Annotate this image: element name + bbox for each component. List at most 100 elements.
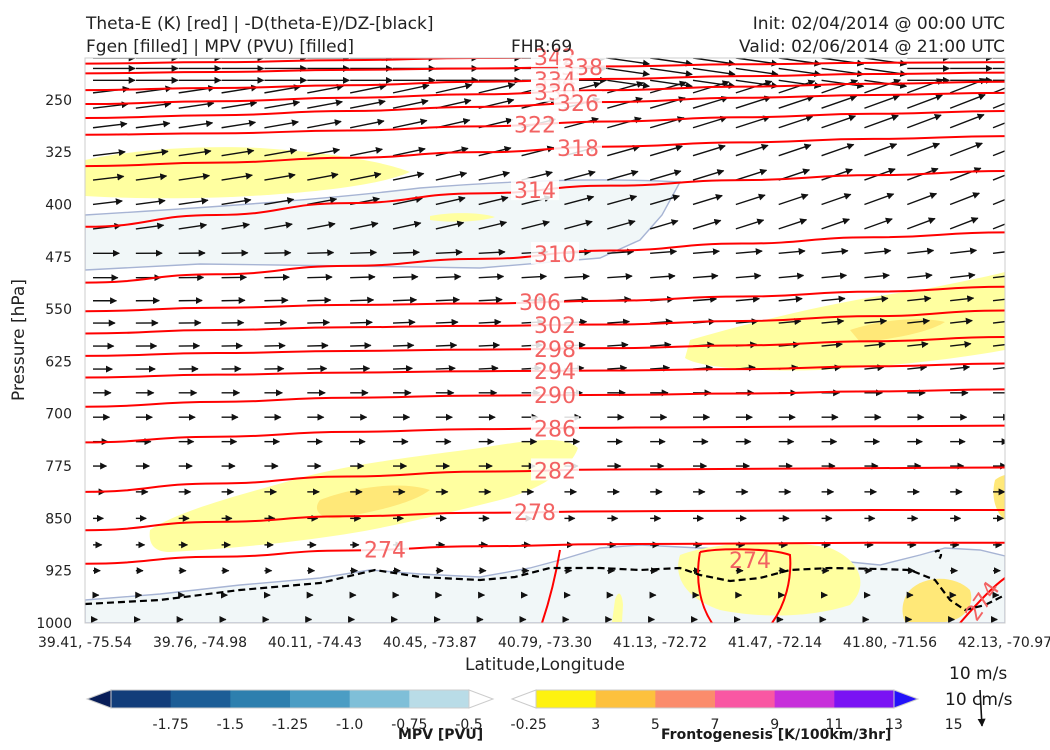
fgen-colorbar: 3 5 7 9 11 13 15 xyxy=(510,689,963,733)
wind-vector xyxy=(778,193,809,206)
wind-vector xyxy=(821,318,845,326)
colorbar-tick: 5 xyxy=(651,717,660,733)
colorbar-extend-right xyxy=(893,689,920,709)
wind-vector xyxy=(992,102,1005,109)
contour-label: 314 xyxy=(514,179,556,204)
wind-vector xyxy=(907,317,931,325)
wind-vector xyxy=(135,197,166,206)
contour-label: 274 xyxy=(364,538,406,563)
contour-label-bg xyxy=(531,383,579,406)
wind-vector xyxy=(949,217,979,230)
wind-vector xyxy=(178,222,208,230)
wind-vector xyxy=(992,366,1005,370)
wind-vector xyxy=(307,249,335,257)
fgen-region-surface xyxy=(678,542,861,616)
wind-vector xyxy=(221,197,252,206)
wind-vector xyxy=(264,221,293,230)
wind-vector xyxy=(350,221,379,230)
wind-vector xyxy=(992,198,1005,206)
colorbar-tick: 13 xyxy=(885,717,903,733)
wind-vector xyxy=(607,219,636,230)
theta-e-274-corner xyxy=(959,577,1005,623)
wind-vector xyxy=(92,198,123,206)
wind-vector xyxy=(992,320,1005,324)
wind-vector xyxy=(907,114,942,129)
colorbar-tick: -0.5 xyxy=(455,717,482,733)
wind-vector xyxy=(992,122,1005,129)
theta-e-contour xyxy=(85,58,561,65)
wind-vector xyxy=(607,116,642,129)
wind-vector xyxy=(307,172,339,181)
fgen-region-surface-right xyxy=(902,578,972,622)
wind-vector xyxy=(178,100,215,109)
colorbar-frame xyxy=(535,689,895,709)
wind-vector xyxy=(949,93,986,109)
wind-vector xyxy=(307,273,333,281)
wind-vector xyxy=(350,99,386,109)
contour-label-bg xyxy=(531,458,579,481)
colorbar-tick: -1.75 xyxy=(153,717,189,733)
wind-vector xyxy=(821,94,858,109)
wind-vector xyxy=(392,249,420,257)
wind-vector xyxy=(778,318,802,326)
wind-vector xyxy=(392,171,425,181)
colorbar-segment xyxy=(536,690,597,708)
fgen-region-small xyxy=(430,213,495,222)
wind-vector xyxy=(92,101,129,109)
colorbar-segment xyxy=(230,690,291,708)
wind-vector xyxy=(264,99,301,109)
wind-vector xyxy=(649,80,687,94)
wind-vector xyxy=(778,79,816,94)
fgen-region-edge xyxy=(993,475,1005,520)
wind-vector xyxy=(392,318,416,326)
wind-vector xyxy=(907,78,944,94)
wind-vector xyxy=(907,142,941,157)
contour-label-bg xyxy=(531,242,579,265)
wind-vector xyxy=(692,194,723,206)
wind-vector xyxy=(435,318,459,326)
reference-vector-vertical-icon xyxy=(977,689,986,727)
wind-vector xyxy=(135,173,168,181)
x-tick-label: 41.47, -72.14 xyxy=(728,635,822,651)
wind-vector xyxy=(735,168,768,181)
wind-vector xyxy=(821,193,852,206)
init-time: Init: 02/04/2014 @ 00:00 UTC xyxy=(752,14,1005,34)
wind-vector xyxy=(650,248,678,256)
wind-vector xyxy=(992,174,1005,181)
colorbar-segment xyxy=(595,690,656,708)
wind-vector xyxy=(564,116,599,129)
wind-vector xyxy=(607,81,644,94)
wind-vector xyxy=(949,192,980,206)
wind-vector xyxy=(907,94,943,109)
wind-vector xyxy=(392,296,418,304)
wind-vector xyxy=(478,195,509,206)
contour-label-bg xyxy=(361,537,409,560)
wind-vector xyxy=(821,341,843,349)
wind-vector xyxy=(607,272,633,280)
wind-vector xyxy=(135,100,172,109)
wind-vector xyxy=(735,218,765,230)
wind-vector xyxy=(392,118,428,129)
valid-time: Valid: 02/06/2014 @ 21:00 UTC xyxy=(739,37,1005,57)
wind-vector xyxy=(735,95,772,109)
y-axis-label: Pressure [hPa] xyxy=(9,279,29,401)
wind-vector xyxy=(264,84,302,94)
wind-vector xyxy=(264,147,298,157)
x-tick-label: 40.45, -73.87 xyxy=(383,635,477,651)
colorbar-tick: 11 xyxy=(825,717,843,733)
wind-vector xyxy=(650,67,693,78)
contour-label-bg xyxy=(531,358,579,381)
contour-label: 282 xyxy=(534,459,576,484)
wind-vector xyxy=(649,219,679,230)
wind-vector xyxy=(778,143,812,157)
theta-e-contour xyxy=(85,135,1005,168)
wind-vector xyxy=(821,143,855,157)
colorbar-tick: 7 xyxy=(711,717,720,733)
wind-vector xyxy=(650,364,671,372)
colorbar-extend-right xyxy=(468,689,495,709)
theta-e-274-loop-right xyxy=(697,548,792,623)
wind-vector xyxy=(435,82,473,94)
wind-vector xyxy=(992,87,1005,94)
wind-vector xyxy=(735,143,769,157)
wind-vector xyxy=(649,144,683,157)
